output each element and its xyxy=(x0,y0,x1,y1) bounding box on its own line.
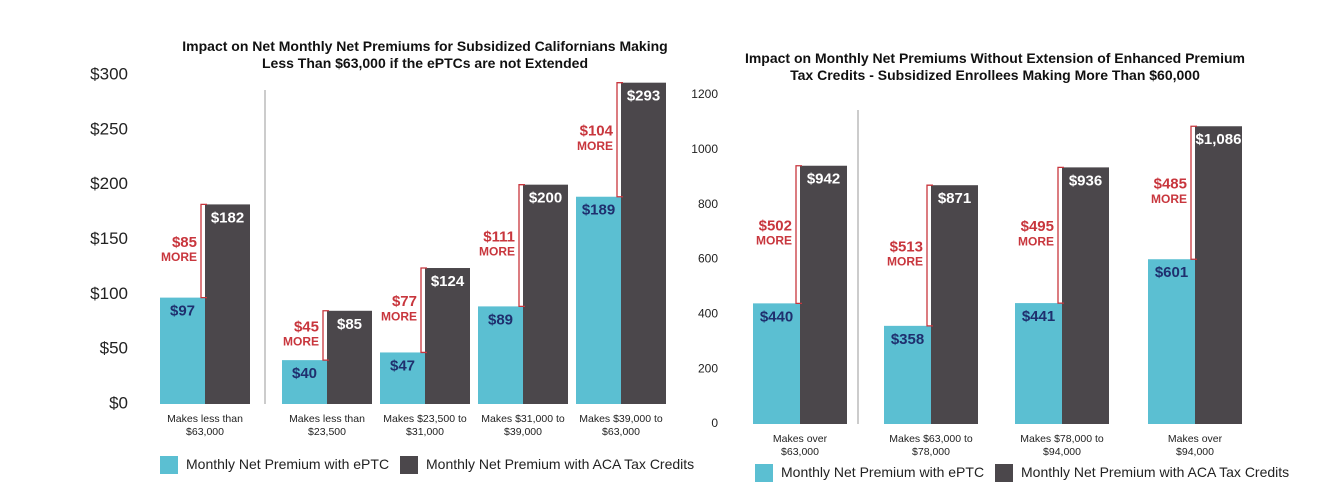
value-label: $124 xyxy=(431,273,465,290)
value-label: $85 xyxy=(337,316,362,333)
difference-label: $104 xyxy=(580,123,614,140)
legend-swatch xyxy=(995,464,1013,482)
value-label: $97 xyxy=(170,303,195,320)
y-tick-label: 0 xyxy=(711,416,718,430)
x-tick-label: Makes $78,000 to $94,000 xyxy=(1020,433,1104,458)
bar xyxy=(205,204,250,404)
value-label: $1,086 xyxy=(1196,131,1242,148)
bar xyxy=(160,297,205,404)
bar xyxy=(327,310,372,404)
difference-more: MORE xyxy=(756,234,792,248)
difference-more: MORE xyxy=(887,255,923,269)
x-tick-label: Makes less than $63,000 xyxy=(167,413,243,438)
difference-bracket xyxy=(420,267,427,354)
y-tick-label: $300 xyxy=(90,64,128,83)
bar xyxy=(282,360,327,404)
difference-bracket xyxy=(616,82,623,198)
bar xyxy=(425,268,470,404)
value-label: $189 xyxy=(582,202,615,219)
value-label: $293 xyxy=(627,88,660,105)
legend-label: Monthly Net Premium with ACA Tax Credits xyxy=(426,456,695,472)
y-tick-label: $200 xyxy=(90,174,128,193)
bar xyxy=(1062,167,1109,424)
bar xyxy=(884,325,931,424)
difference-bracket xyxy=(322,310,329,361)
bar xyxy=(1148,259,1195,424)
y-tick-label: $50 xyxy=(100,339,128,358)
difference-label: $45 xyxy=(294,318,319,335)
difference-label: $495 xyxy=(1021,218,1054,235)
value-label: $89 xyxy=(488,311,513,328)
x-tick-label: Makes $39,000 to $63,000 xyxy=(579,413,663,438)
x-tick-label: Makes less than $23,500 xyxy=(289,413,365,438)
chart-title: Impact on Net Monthly Net Premiums for S… xyxy=(182,38,668,71)
bar xyxy=(800,165,847,425)
bar xyxy=(576,196,621,404)
value-label: $441 xyxy=(1022,308,1055,325)
y-tick-label: $100 xyxy=(90,284,128,303)
legend-label: Monthly Net Premium with ePTC xyxy=(781,464,985,480)
legend-swatch xyxy=(755,464,773,482)
x-tick-label: Makes $23,500 to $31,000 xyxy=(383,413,467,438)
y-tick-label: $150 xyxy=(90,229,128,248)
bar xyxy=(478,306,523,404)
chart-title: Impact on Monthly Net Premiums Without E… xyxy=(744,50,1246,83)
y-tick-label: 400 xyxy=(698,307,718,321)
x-tick-label: Makes $63,000 to $78,000 xyxy=(889,433,973,458)
y-tick-label: 800 xyxy=(698,197,718,211)
y-tick-label: $250 xyxy=(90,119,128,138)
difference-more: MORE xyxy=(479,245,515,259)
difference-more: MORE xyxy=(161,250,197,264)
difference-label: $502 xyxy=(759,218,792,235)
bar xyxy=(931,185,978,424)
difference-more: MORE xyxy=(381,309,417,323)
difference-more: MORE xyxy=(283,335,319,349)
difference-bracket xyxy=(1057,166,1064,304)
legend-label: Monthly Net Premium with ePTC xyxy=(186,456,390,472)
legend-swatch xyxy=(400,456,418,474)
value-label: $936 xyxy=(1069,172,1102,189)
y-tick-label: 600 xyxy=(698,252,718,266)
bar xyxy=(380,352,425,404)
x-tick-label: Makes over $63,000 xyxy=(772,433,828,458)
value-label: $942 xyxy=(807,171,840,188)
y-tick-label: 1200 xyxy=(691,87,718,101)
difference-more: MORE xyxy=(1018,234,1054,248)
value-label: $601 xyxy=(1155,264,1188,281)
difference-more: MORE xyxy=(577,139,613,153)
y-tick-label: 200 xyxy=(698,361,718,375)
difference-more: MORE xyxy=(1151,192,1187,206)
difference-bracket xyxy=(795,165,802,305)
difference-bracket xyxy=(518,184,525,308)
legend-label: Monthly Net Premium with ACA Tax Credits xyxy=(1021,464,1290,480)
difference-bracket xyxy=(1190,125,1197,260)
value-label: $40 xyxy=(292,365,317,382)
value-label: $200 xyxy=(529,190,562,207)
value-label: $47 xyxy=(390,357,415,374)
value-label: $182 xyxy=(211,209,244,226)
legend-swatch xyxy=(160,456,178,474)
difference-label: $77 xyxy=(392,293,417,310)
value-label: $358 xyxy=(891,331,924,348)
difference-label: $485 xyxy=(1154,176,1187,193)
value-label: $440 xyxy=(760,308,793,325)
bar xyxy=(523,184,568,404)
bar xyxy=(1195,126,1242,424)
difference-label: $513 xyxy=(890,238,923,255)
value-label: $871 xyxy=(938,190,971,207)
bar xyxy=(753,303,800,424)
difference-label: $85 xyxy=(172,234,197,251)
difference-bracket xyxy=(926,184,933,327)
y-tick-label: $0 xyxy=(109,393,128,412)
difference-bracket xyxy=(200,203,207,299)
x-tick-label: Makes over $94,000 xyxy=(1167,433,1223,458)
difference-label: $111 xyxy=(483,229,515,246)
bar xyxy=(621,82,666,404)
x-tick-label: Makes $31,000 to $39,000 xyxy=(481,413,565,438)
y-tick-label: 1000 xyxy=(691,142,718,156)
bar xyxy=(1015,303,1062,424)
